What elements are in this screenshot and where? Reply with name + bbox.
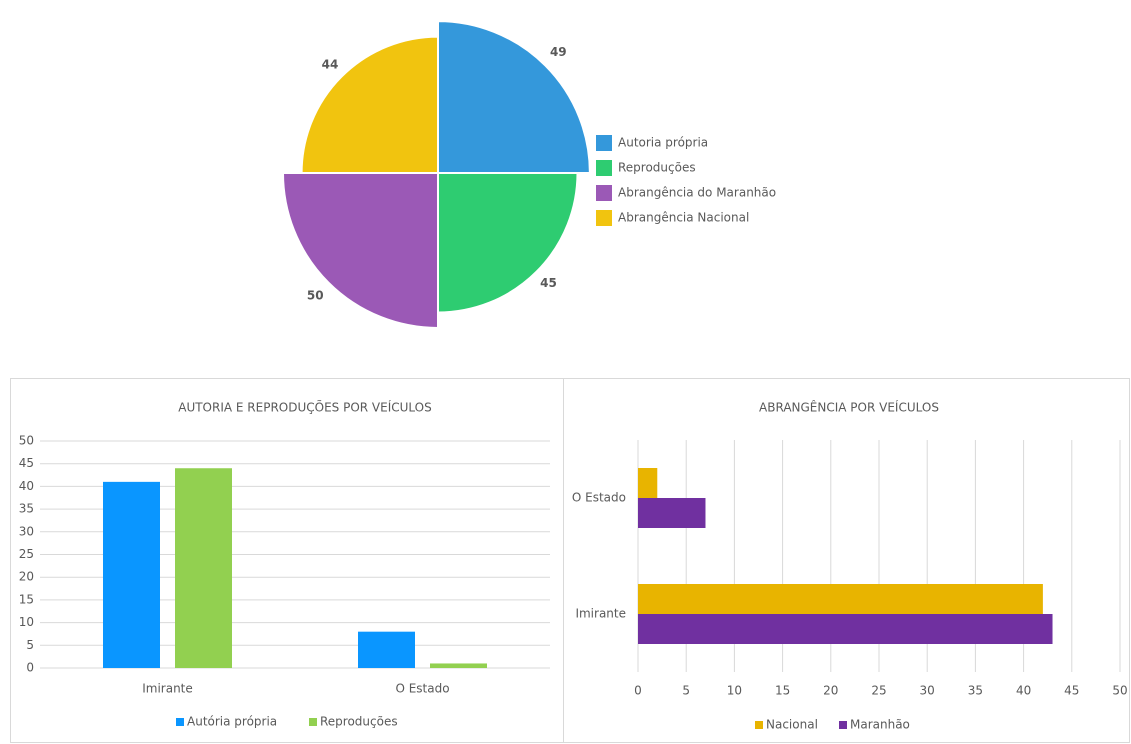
legend-swatch [596, 210, 612, 226]
data-label: 49 [550, 45, 567, 59]
panel-right [563, 378, 1130, 743]
legend-swatch [596, 160, 612, 176]
panel-left [10, 378, 564, 743]
legend-swatch [839, 721, 847, 729]
x-tick-label: O Estado [395, 682, 449, 696]
chart-title: AUTORIA E REPRODUÇÕES POR VEÍCULOS [178, 400, 432, 415]
y-tick-label: 50 [19, 434, 34, 448]
bar [358, 631, 415, 668]
legend-label: Abrangência Nacional [618, 211, 749, 225]
chart-title: ABRANGÊNCIA POR VEÍCULOS [759, 400, 939, 415]
data-label: 45 [540, 276, 557, 290]
bar [430, 663, 487, 668]
x-tick-label: 20 [823, 684, 838, 698]
y-tick-label: 40 [19, 479, 34, 493]
legend-label: Maranhão [850, 718, 910, 732]
polar-slice [437, 20, 591, 174]
legend-label: Reproduções [618, 161, 696, 175]
x-tick-label: 5 [682, 684, 690, 698]
x-tick-label: 15 [775, 684, 790, 698]
bar [638, 468, 658, 498]
x-tick-label: 40 [1016, 684, 1031, 698]
y-tick-label: O Estado [572, 491, 626, 505]
bar [175, 468, 232, 668]
y-tick-label: 15 [19, 592, 34, 606]
legend-label: Autória própria [187, 715, 277, 729]
x-tick-label: 25 [871, 684, 886, 698]
legend-swatch [596, 135, 612, 151]
data-label: 44 [322, 57, 339, 71]
bar [638, 614, 1053, 644]
y-tick-label: 0 [26, 661, 34, 675]
y-tick-label: 35 [19, 502, 34, 516]
y-tick-label: 30 [19, 524, 34, 538]
y-tick-label: 45 [19, 456, 34, 470]
x-tick-label: Imirante [142, 682, 193, 696]
legend-swatch [755, 721, 763, 729]
legend-label: Nacional [766, 718, 818, 732]
polar-slice [437, 172, 579, 314]
legend-label: Autoria própria [618, 136, 708, 150]
x-tick-label: 50 [1112, 684, 1127, 698]
legend-swatch [596, 185, 612, 201]
polar-slice [300, 35, 439, 174]
data-label: 50 [307, 288, 324, 302]
x-tick-label: 0 [634, 684, 642, 698]
y-tick-label: 10 [19, 615, 34, 629]
legend-label: Abrangência do Maranhão [618, 186, 776, 200]
x-tick-label: 30 [920, 684, 935, 698]
legend-label: Reproduções [320, 715, 398, 729]
y-tick-label: 5 [26, 638, 34, 652]
x-tick-label: 45 [1064, 684, 1079, 698]
bar [638, 584, 1043, 614]
legend-swatch [176, 718, 184, 726]
bar [638, 498, 706, 528]
y-tick-label: 25 [19, 547, 34, 561]
x-tick-label: 35 [968, 684, 983, 698]
y-tick-label: 20 [19, 570, 34, 584]
bar [103, 481, 160, 668]
polar-slice [281, 172, 439, 330]
y-tick-label: Imirante [575, 607, 626, 621]
x-tick-label: 10 [727, 684, 742, 698]
legend-swatch [309, 718, 317, 726]
